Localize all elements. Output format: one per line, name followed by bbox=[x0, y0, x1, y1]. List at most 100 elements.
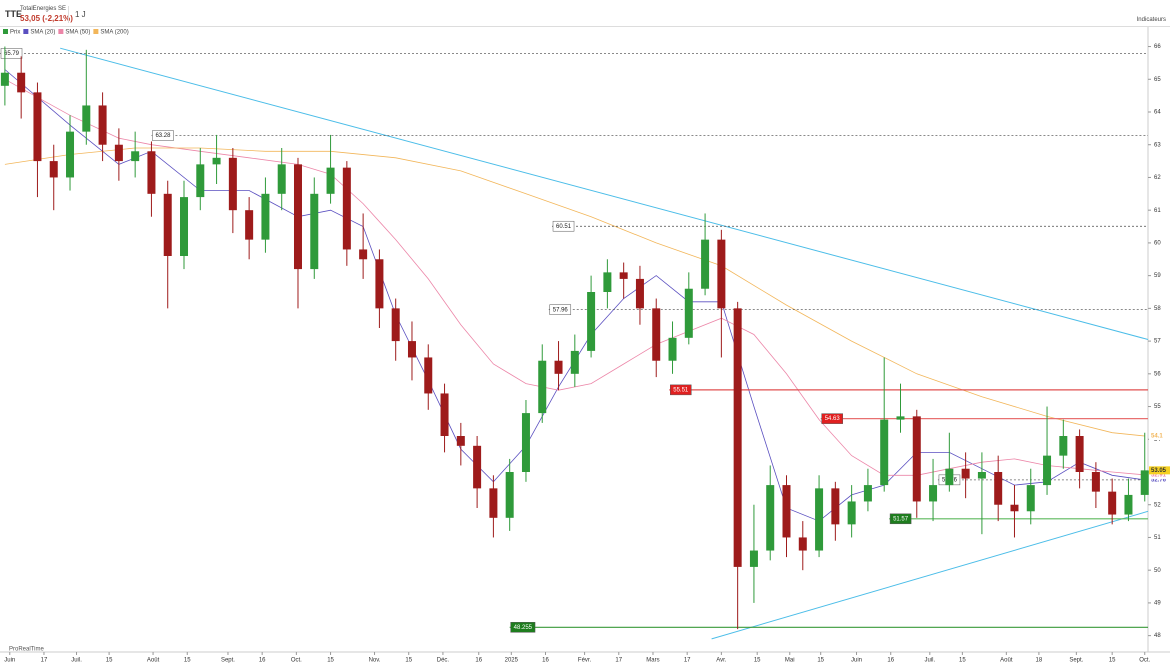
candle-body bbox=[82, 105, 91, 132]
level-label: 55.51 bbox=[673, 387, 689, 393]
x-tick-label: Sept. bbox=[1069, 658, 1083, 664]
candle-body bbox=[147, 151, 156, 194]
x-tick-label: 15 bbox=[959, 658, 966, 664]
candle-body bbox=[407, 341, 416, 358]
candle-body bbox=[359, 249, 368, 260]
candle-body bbox=[277, 164, 286, 194]
candle-body bbox=[684, 288, 693, 338]
last-value-label: 52.91 bbox=[1151, 473, 1167, 479]
candle-body bbox=[554, 360, 563, 374]
x-tick-label: 15 bbox=[405, 658, 412, 664]
candle-body bbox=[1043, 455, 1052, 486]
interval-selector[interactable]: 1 J bbox=[68, 6, 92, 23]
x-tick-label: Juin bbox=[4, 658, 15, 664]
candle-body bbox=[456, 436, 465, 446]
candle-body bbox=[587, 292, 596, 351]
candle-body bbox=[424, 357, 433, 394]
candle-body bbox=[1108, 491, 1117, 515]
symbol[interactable]: TTE bbox=[5, 9, 22, 19]
legend-swatch bbox=[58, 29, 64, 34]
toolbar: TTE TotalEnergies SE 53,05 (-2,21%) 1 J … bbox=[0, 0, 1170, 27]
level-label: 54.63 bbox=[825, 416, 841, 422]
candle-body bbox=[1059, 436, 1068, 456]
candle-body bbox=[1124, 494, 1133, 515]
y-tick-label: 61 bbox=[1154, 208, 1161, 214]
x-tick-label: Mai bbox=[785, 658, 795, 664]
candle-body bbox=[635, 278, 644, 309]
candle-body bbox=[831, 488, 840, 525]
candle-body bbox=[49, 161, 58, 178]
sma-line bbox=[4, 78, 1145, 476]
candle-body bbox=[521, 413, 530, 472]
level-label-box bbox=[510, 622, 536, 633]
level-label: 57.96 bbox=[553, 307, 569, 313]
candle-body bbox=[342, 167, 351, 250]
candle-body bbox=[228, 157, 237, 211]
candle-body bbox=[114, 144, 123, 162]
x-tick-label: 18 bbox=[1036, 658, 1043, 664]
footer: ProRealTime bbox=[9, 647, 44, 653]
candle-body bbox=[473, 445, 482, 489]
y-tick-label: 59 bbox=[1154, 273, 1161, 279]
candle-body bbox=[326, 167, 335, 194]
candle-body bbox=[375, 259, 384, 309]
candle-body bbox=[945, 468, 954, 486]
x-tick-label: 2025 bbox=[505, 658, 519, 664]
x-tick-label: 15 bbox=[754, 658, 761, 664]
indicators-button[interactable]: Indicateurs bbox=[1136, 17, 1166, 23]
candle-body bbox=[701, 239, 710, 289]
candle-body bbox=[847, 501, 856, 525]
x-tick-label: Déc. bbox=[437, 658, 450, 664]
level-label-box bbox=[821, 413, 843, 424]
x-tick-label: 17 bbox=[684, 658, 691, 664]
candle-body bbox=[815, 488, 824, 551]
candle-body bbox=[798, 537, 807, 551]
candle-body bbox=[782, 485, 791, 538]
level-label-box bbox=[670, 384, 692, 396]
candle-body bbox=[66, 131, 75, 178]
y-tick-label: 60 bbox=[1154, 240, 1161, 246]
candle-body bbox=[929, 485, 938, 502]
x-tick-label: 16 bbox=[542, 658, 549, 664]
y-tick-label: 57 bbox=[1154, 339, 1161, 345]
legend-swatch bbox=[23, 29, 29, 34]
x-tick-label: 16 bbox=[259, 658, 266, 664]
y-tick-label: 62 bbox=[1154, 175, 1161, 181]
candle-body bbox=[538, 360, 547, 414]
y-tick-label: 55 bbox=[1154, 404, 1161, 410]
last-value-box bbox=[1149, 432, 1170, 440]
candle-body bbox=[310, 193, 319, 270]
y-tick-label: 64 bbox=[1154, 110, 1161, 116]
level-label-box bbox=[552, 220, 575, 232]
x-tick-label: Nov. bbox=[369, 658, 381, 664]
legend-swatch bbox=[93, 29, 99, 34]
candle-body bbox=[293, 164, 302, 270]
last-value-box bbox=[1149, 470, 1170, 479]
candle-body bbox=[766, 485, 775, 551]
legend-swatch bbox=[3, 29, 8, 34]
x-tick-label: Mars bbox=[646, 658, 659, 664]
y-tick-label: 65 bbox=[1154, 77, 1161, 83]
last-value-label: 53.05 bbox=[1151, 468, 1167, 474]
candle-body bbox=[0, 72, 9, 86]
level-label: 63.28 bbox=[155, 133, 171, 139]
last-value-box bbox=[1149, 475, 1170, 484]
candle-body bbox=[961, 468, 970, 479]
candle-body bbox=[1026, 485, 1035, 512]
x-tick-label: Juil. bbox=[71, 658, 82, 664]
x-tick-label: Juin bbox=[851, 658, 862, 664]
candle-body bbox=[749, 550, 758, 567]
level-label-box bbox=[889, 513, 912, 525]
y-tick-label: 58 bbox=[1154, 306, 1161, 312]
x-tick-label: Juil. bbox=[924, 658, 935, 664]
candle-body bbox=[717, 239, 726, 309]
x-tick-label: Avr. bbox=[716, 658, 727, 664]
y-tick-label: 51 bbox=[1154, 535, 1161, 541]
candle-body bbox=[863, 485, 872, 502]
x-tick-label: Août bbox=[1000, 658, 1013, 664]
level-label: 60.51 bbox=[556, 224, 572, 230]
legend-label: SMA (20) bbox=[30, 30, 55, 36]
candle-body bbox=[977, 472, 986, 479]
y-tick-label: 56 bbox=[1154, 371, 1161, 377]
